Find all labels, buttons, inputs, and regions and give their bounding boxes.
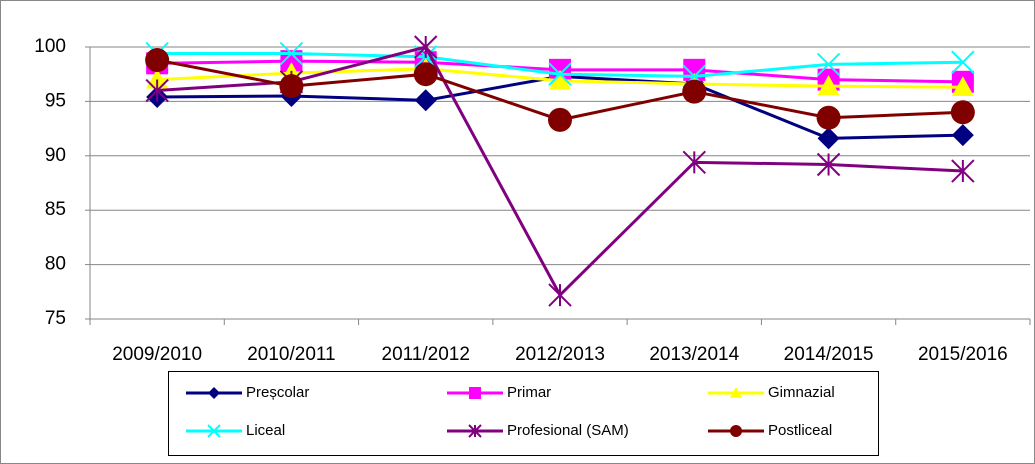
marker	[145, 48, 170, 73]
marker	[950, 100, 975, 125]
marker	[145, 78, 169, 103]
marker	[682, 150, 706, 175]
x-tick-label: 2011/2012	[382, 344, 470, 365]
legend-label: Postliceal	[768, 422, 832, 439]
y-tick-label: 95	[45, 90, 66, 111]
marker	[816, 152, 841, 177]
y-tick-label: 90	[45, 145, 66, 166]
y-tick-label: 75	[45, 308, 66, 329]
marker	[279, 74, 304, 99]
marker	[951, 159, 975, 183]
legend-label: Gimnazial	[768, 384, 835, 401]
marker	[548, 62, 572, 86]
marker	[548, 283, 572, 307]
marker	[817, 127, 840, 150]
legend-box	[168, 371, 879, 456]
marker	[413, 62, 438, 87]
legend-label: Profesional (SAM)	[507, 422, 629, 439]
marker	[207, 424, 221, 438]
marker	[682, 79, 707, 104]
legend-label: Liceal	[246, 422, 285, 439]
x-tick-label: 2014/2015	[784, 344, 874, 365]
x-tick-label: 2012/2013	[515, 344, 605, 365]
y-tick-label: 85	[45, 199, 66, 220]
marker	[816, 105, 841, 130]
marker	[951, 76, 974, 97]
legend-label: Primar	[507, 384, 551, 401]
marker	[817, 75, 840, 95]
marker	[816, 52, 841, 77]
marker	[730, 387, 742, 398]
marker	[414, 89, 437, 112]
marker	[951, 50, 975, 74]
y-tick-label: 100	[34, 36, 66, 57]
marker	[548, 107, 572, 132]
marker	[208, 387, 220, 399]
marker	[279, 41, 304, 66]
x-tick-label: 2013/2014	[649, 344, 739, 365]
marker	[414, 35, 438, 59]
marker	[146, 68, 169, 89]
marker	[549, 69, 571, 90]
y-tick-label: 80	[45, 254, 66, 275]
x-tick-label: 2010/2011	[247, 344, 335, 365]
legend-label: Preșcolar	[246, 384, 309, 401]
marker	[469, 387, 481, 399]
x-tick-label: 2015/2016	[918, 344, 1008, 365]
marker	[730, 425, 742, 437]
marker	[951, 124, 974, 147]
marker	[280, 50, 303, 73]
marker	[468, 424, 482, 438]
x-tick-label: 2009/2010	[112, 344, 202, 365]
